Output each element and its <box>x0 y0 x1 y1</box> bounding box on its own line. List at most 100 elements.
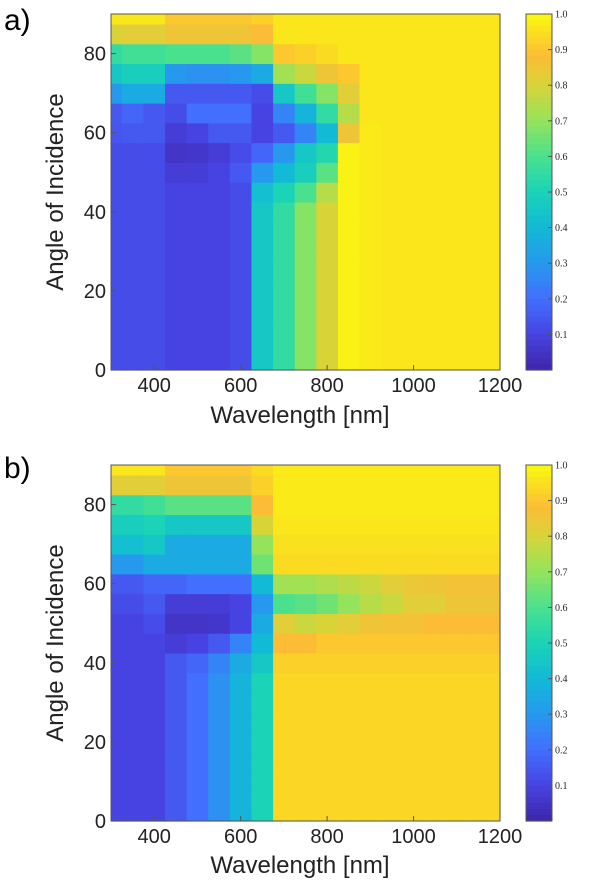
heatmap-cell <box>316 182 339 203</box>
heatmap-cell <box>359 281 382 302</box>
heatmap-cell <box>143 593 166 614</box>
colorbar-segment <box>526 79 552 86</box>
heatmap-cell <box>337 162 361 183</box>
heatmap-cell <box>208 182 231 203</box>
heatmap-cell <box>229 751 253 773</box>
colorbar-segment <box>526 666 552 674</box>
colorbar-tick-label: 0.6 <box>555 603 568 614</box>
heatmap-cell <box>359 63 382 84</box>
heatmap-cell <box>251 732 274 753</box>
heatmap-cell <box>445 43 469 65</box>
heatmap-cell <box>121 465 145 476</box>
heatmap-cell <box>424 613 447 634</box>
heatmap-cell <box>424 201 447 223</box>
heatmap-cell <box>186 300 209 322</box>
colorbar-segment <box>526 275 552 282</box>
heatmap-cell <box>121 474 145 496</box>
heatmap-cell <box>489 573 501 595</box>
x-tick-label: 800 <box>310 826 343 848</box>
heatmap-cell <box>467 771 490 792</box>
heatmap-cell <box>186 182 209 203</box>
colorbar-segment <box>526 14 552 21</box>
heatmap-cell <box>273 103 296 124</box>
heatmap-cell <box>294 573 317 595</box>
x-axis-ticks: 400 600 800 1000 1200 <box>138 816 522 848</box>
heatmap-cell <box>229 514 253 535</box>
colorbar-segment <box>526 310 552 318</box>
colorbar-segment <box>526 482 552 490</box>
colorbar: 0.1 0.2 0.3 0.4 0.5 0.6 0.7 0.8 0.9 1.0 <box>525 461 568 822</box>
heatmap-cell <box>273 593 296 614</box>
panel-label: a) <box>4 4 31 37</box>
heatmap-cell <box>229 340 253 361</box>
heatmap-cell <box>273 613 296 634</box>
heatmap-cell <box>489 182 501 203</box>
colorbar-segment <box>526 138 552 146</box>
heatmap-cell <box>467 474 490 496</box>
colorbar-segment <box>526 174 552 181</box>
heatmap-cell <box>186 201 209 223</box>
colorbar-segment <box>526 31 552 39</box>
heatmap-cell <box>316 652 339 674</box>
heatmap-cell <box>294 281 317 302</box>
colorbar-segment <box>526 809 552 816</box>
heatmap-cell <box>121 300 145 322</box>
colorbar-tick-label: 0.3 <box>555 710 568 721</box>
heatmap-cell <box>229 554 253 575</box>
heatmap-cell <box>402 732 425 753</box>
heatmap-cell <box>381 340 404 361</box>
heatmap-cell <box>273 300 296 322</box>
heatmap-cell <box>165 712 188 733</box>
colorbar-segment <box>526 678 552 686</box>
heatmap-cell <box>489 83 501 104</box>
heatmap-cell <box>273 811 296 822</box>
colorbar-segment <box>526 577 552 585</box>
heatmap-cell <box>337 241 361 262</box>
heatmap-cell <box>229 732 253 753</box>
heatmap-cell <box>251 201 274 223</box>
heatmap-cell <box>359 14 382 25</box>
heatmap-cell <box>445 201 469 223</box>
heatmap-cell <box>337 732 361 753</box>
heatmap-cell <box>359 83 382 104</box>
heatmap-cell <box>165 63 188 84</box>
heatmap-cell <box>121 182 145 203</box>
heatmap-cell <box>273 201 296 223</box>
heatmap-cell <box>111 751 123 773</box>
panel-a: a) 400 600 800 1000 1200 0 20 40 60 80 Wavelengt… <box>4 4 568 429</box>
colorbar-segment <box>526 132 552 140</box>
heatmap-cell <box>111 514 123 535</box>
heatmap-cell <box>251 573 274 595</box>
heatmap-cell <box>229 43 253 65</box>
heatmap-cell <box>165 573 188 595</box>
heatmap-cell <box>316 474 339 496</box>
heatmap-cell <box>229 494 253 516</box>
heatmap-cell <box>359 300 382 322</box>
heatmap-cell <box>208 791 231 812</box>
heatmap-cell <box>337 751 361 773</box>
heatmap-cell <box>208 43 231 65</box>
colorbar-segment <box>526 120 552 128</box>
heatmap-cell <box>208 692 231 713</box>
heatmap-cell <box>402 182 425 203</box>
heatmap-cell <box>359 103 382 124</box>
colorbar-segment <box>526 358 552 365</box>
heatmap-cell <box>424 573 447 595</box>
heatmap-cell <box>359 672 382 694</box>
heatmap-cell <box>143 281 166 302</box>
heatmap-cell <box>381 83 404 104</box>
heatmap-cell <box>489 340 501 361</box>
heatmap-cell <box>316 122 339 144</box>
heatmap-cell <box>251 554 274 575</box>
heatmap-cell <box>294 791 317 812</box>
heatmap-cell <box>381 261 404 282</box>
heatmap-cell <box>402 23 425 45</box>
colorbar-segment <box>526 654 552 662</box>
heatmap-cell <box>381 23 404 45</box>
heatmap-cell <box>359 182 382 203</box>
heatmap-cell <box>316 340 339 361</box>
heatmap-cell <box>208 751 231 773</box>
colorbar-tick-label: 0.2 <box>555 745 568 756</box>
heatmap-cell <box>143 142 166 163</box>
heatmap-cell <box>143 122 166 144</box>
